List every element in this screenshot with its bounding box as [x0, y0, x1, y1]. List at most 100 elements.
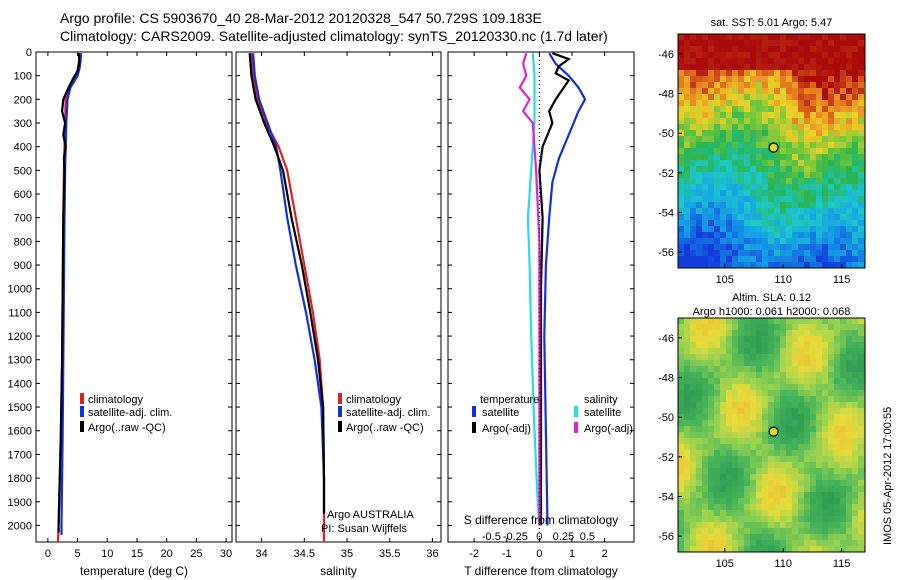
map-cell	[828, 444, 834, 450]
map-cell	[768, 396, 774, 402]
map-cell	[684, 154, 690, 160]
map-cell	[828, 244, 834, 250]
map-cell	[702, 70, 708, 76]
map-cell	[738, 154, 744, 160]
map-cell	[804, 244, 810, 250]
map-cell	[684, 528, 690, 534]
map-cell	[762, 462, 768, 468]
map-cell	[708, 52, 714, 58]
map-cell	[828, 118, 834, 124]
map-cell	[798, 450, 804, 456]
map-cell	[732, 408, 738, 414]
map-cell	[804, 208, 810, 214]
map-cell	[804, 124, 810, 130]
map-cell	[732, 136, 738, 142]
map-cell	[774, 468, 780, 474]
map-cell	[726, 414, 732, 420]
map-cell	[780, 480, 786, 486]
map-cell	[738, 166, 744, 172]
map-cell	[702, 360, 708, 366]
map-cell	[750, 238, 756, 244]
map-cell	[804, 82, 810, 88]
map-cell	[750, 160, 756, 166]
map-cell	[852, 244, 858, 250]
map-cell	[696, 214, 702, 220]
x-tick-label-temperature: 0	[45, 548, 51, 560]
map-cell	[834, 342, 840, 348]
x-tick-label-salinity: 36	[426, 548, 438, 560]
map-cell	[810, 178, 816, 184]
map-cell	[738, 360, 744, 366]
map-cell	[834, 118, 840, 124]
map-cell	[786, 46, 792, 52]
map-cell	[852, 528, 858, 534]
map-cell	[840, 378, 846, 384]
map-cell	[792, 468, 798, 474]
map-cell	[858, 450, 864, 456]
map-cell	[798, 76, 804, 82]
map-cell	[702, 52, 708, 58]
map-cell	[840, 396, 846, 402]
map-cell	[702, 232, 708, 238]
legend-entry-label: climatology	[346, 394, 402, 406]
map-cell	[738, 420, 744, 426]
map-cell	[816, 438, 822, 444]
map-cell	[738, 324, 744, 330]
legend-entry-label: satellite-adj. clim.	[88, 407, 172, 419]
map-cell	[750, 64, 756, 70]
map-cell	[696, 244, 702, 250]
x-tick-label-difference: 1	[569, 548, 575, 560]
map-cell	[762, 196, 768, 202]
map-cell	[732, 528, 738, 534]
map-cell	[792, 34, 798, 40]
map-cell	[846, 118, 852, 124]
map-cell	[690, 34, 696, 40]
map-cell	[816, 124, 822, 130]
map-cell	[798, 546, 804, 552]
map-cell	[804, 366, 810, 372]
map-cell	[804, 354, 810, 360]
map-cell	[744, 534, 750, 540]
map-cell	[684, 366, 690, 372]
map-cell	[774, 336, 780, 342]
map-cell	[708, 172, 714, 178]
map-cell	[690, 208, 696, 214]
map-cell	[786, 438, 792, 444]
map-cell	[786, 232, 792, 238]
map-cell	[852, 426, 858, 432]
map-cell	[750, 130, 756, 136]
map-cell	[792, 462, 798, 468]
map-cell	[708, 432, 714, 438]
map-cell	[714, 118, 720, 124]
map-cell	[846, 106, 852, 112]
map-cell	[690, 420, 696, 426]
map-cell	[678, 148, 684, 154]
map-cell	[696, 510, 702, 516]
map-cell	[840, 112, 846, 118]
map-cell	[858, 154, 864, 160]
map-cell	[828, 46, 834, 52]
map-cell	[846, 172, 852, 178]
map-cell	[798, 522, 804, 528]
map-cell	[738, 354, 744, 360]
map-cell	[858, 504, 864, 510]
map-cell	[798, 402, 804, 408]
map-cell	[816, 534, 822, 540]
map-cell	[762, 190, 768, 196]
map-cell	[792, 172, 798, 178]
map-cell	[846, 390, 852, 396]
map-cell	[798, 40, 804, 46]
map-cell	[834, 450, 840, 456]
map-cell	[726, 94, 732, 100]
map-cell	[792, 106, 798, 112]
map-cell	[756, 390, 762, 396]
map-cell	[678, 250, 684, 256]
map-cell	[822, 402, 828, 408]
map-cell	[828, 510, 834, 516]
map-cell	[756, 336, 762, 342]
map-cell	[792, 58, 798, 64]
map-cell	[732, 534, 738, 540]
map-cell	[678, 438, 684, 444]
map-cell	[762, 244, 768, 250]
map-cell	[798, 354, 804, 360]
